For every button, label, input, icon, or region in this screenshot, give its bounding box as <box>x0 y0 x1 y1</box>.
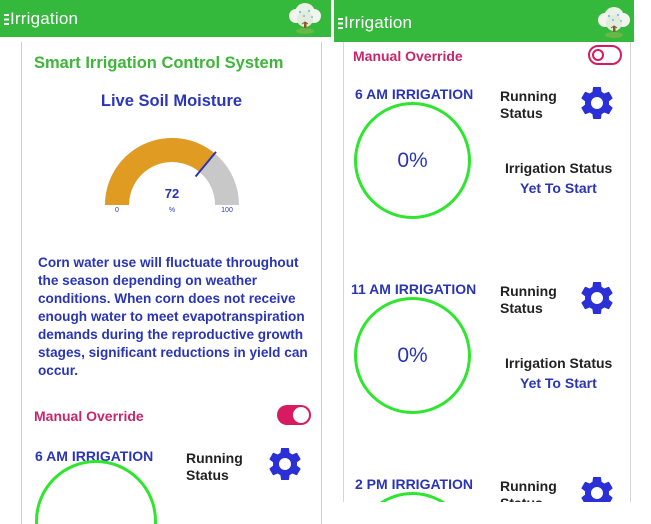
gauge-unit: % <box>169 207 175 214</box>
live-soil-moisture-title: Live Soil Moisture <box>100 92 243 110</box>
right-screen: Irrigation Manual Override 6 AM IRRIGATI… <box>334 0 634 502</box>
app-title[interactable]: Irrigation <box>338 13 412 33</box>
system-title: Smart Irrigation Control System <box>34 54 284 72</box>
manual-override-label: Manual Override <box>353 48 463 64</box>
manual-override-toggle[interactable] <box>588 45 622 65</box>
irrigation-status-value: Yet To Start <box>520 180 597 196</box>
running-status-label: Running Status <box>500 478 557 502</box>
toggle-knob <box>592 49 604 61</box>
manual-override-toggle[interactable] <box>277 405 311 425</box>
app-title-text: Irrigation <box>344 13 413 32</box>
progress-ring-11am: 0% <box>354 297 471 414</box>
slot-11am-label: 11 AM IRRIGATION <box>351 281 477 297</box>
menu-icon[interactable] <box>338 18 343 29</box>
progress-ring-2pm <box>354 492 471 502</box>
schedule-card: Manual Override 6 AM IRRIGATION Running … <box>343 42 631 502</box>
app-bar: Irrigation <box>0 0 331 37</box>
gauge-value: 72 <box>165 186 179 201</box>
irrigation-status-value: Yet To Start <box>520 375 597 391</box>
progress-value: 0% <box>397 344 428 367</box>
corn-water-info: Corn water use will fluctuate throughout… <box>38 255 308 378</box>
gauge-fill <box>105 138 215 205</box>
app-bar: Irrigation <box>334 0 634 42</box>
left-screen: Irrigation Smart Irrigation Control Syst… <box>0 0 331 524</box>
gear-icon[interactable] <box>265 444 305 484</box>
progress-value: 0% <box>397 149 428 172</box>
app-title-text: Irrigation <box>10 9 79 28</box>
gauge-min: 0 <box>115 207 119 214</box>
content-card: Smart Irrigation Control System Live Soi… <box>21 42 322 524</box>
menu-icon[interactable] <box>4 14 9 25</box>
progress-ring-6am: 0% <box>354 102 471 219</box>
running-status-label: Running Status <box>500 283 557 316</box>
gauge-needle <box>194 151 217 178</box>
manual-override-label: Manual Override <box>34 408 144 424</box>
slot-6am-label: 6 AM IRRIGATION <box>355 86 474 102</box>
gauge-max: 100 <box>221 207 233 214</box>
gear-icon[interactable] <box>577 473 617 502</box>
progress-ring <box>35 460 157 524</box>
irrigation-status-label: Irrigation Status <box>505 160 613 176</box>
app-title[interactable]: Irrigation <box>4 9 78 29</box>
running-status-label: Running Status <box>500 88 557 121</box>
running-status-label: Running Status <box>186 450 243 483</box>
soil-moisture-gauge: 72 % 0 100 <box>105 138 239 214</box>
gear-icon[interactable] <box>577 83 617 123</box>
tree-logo-icon <box>594 4 634 40</box>
slot-6am-label: 6 AM IRRIGATION <box>35 448 154 464</box>
gear-icon[interactable] <box>577 278 617 318</box>
irrigation-status-label: Irrigation Status <box>505 355 613 371</box>
tree-logo-icon <box>285 0 325 36</box>
slot-2pm-label: 2 PM IRRIGATION <box>355 476 473 492</box>
toggle-knob <box>293 407 309 423</box>
